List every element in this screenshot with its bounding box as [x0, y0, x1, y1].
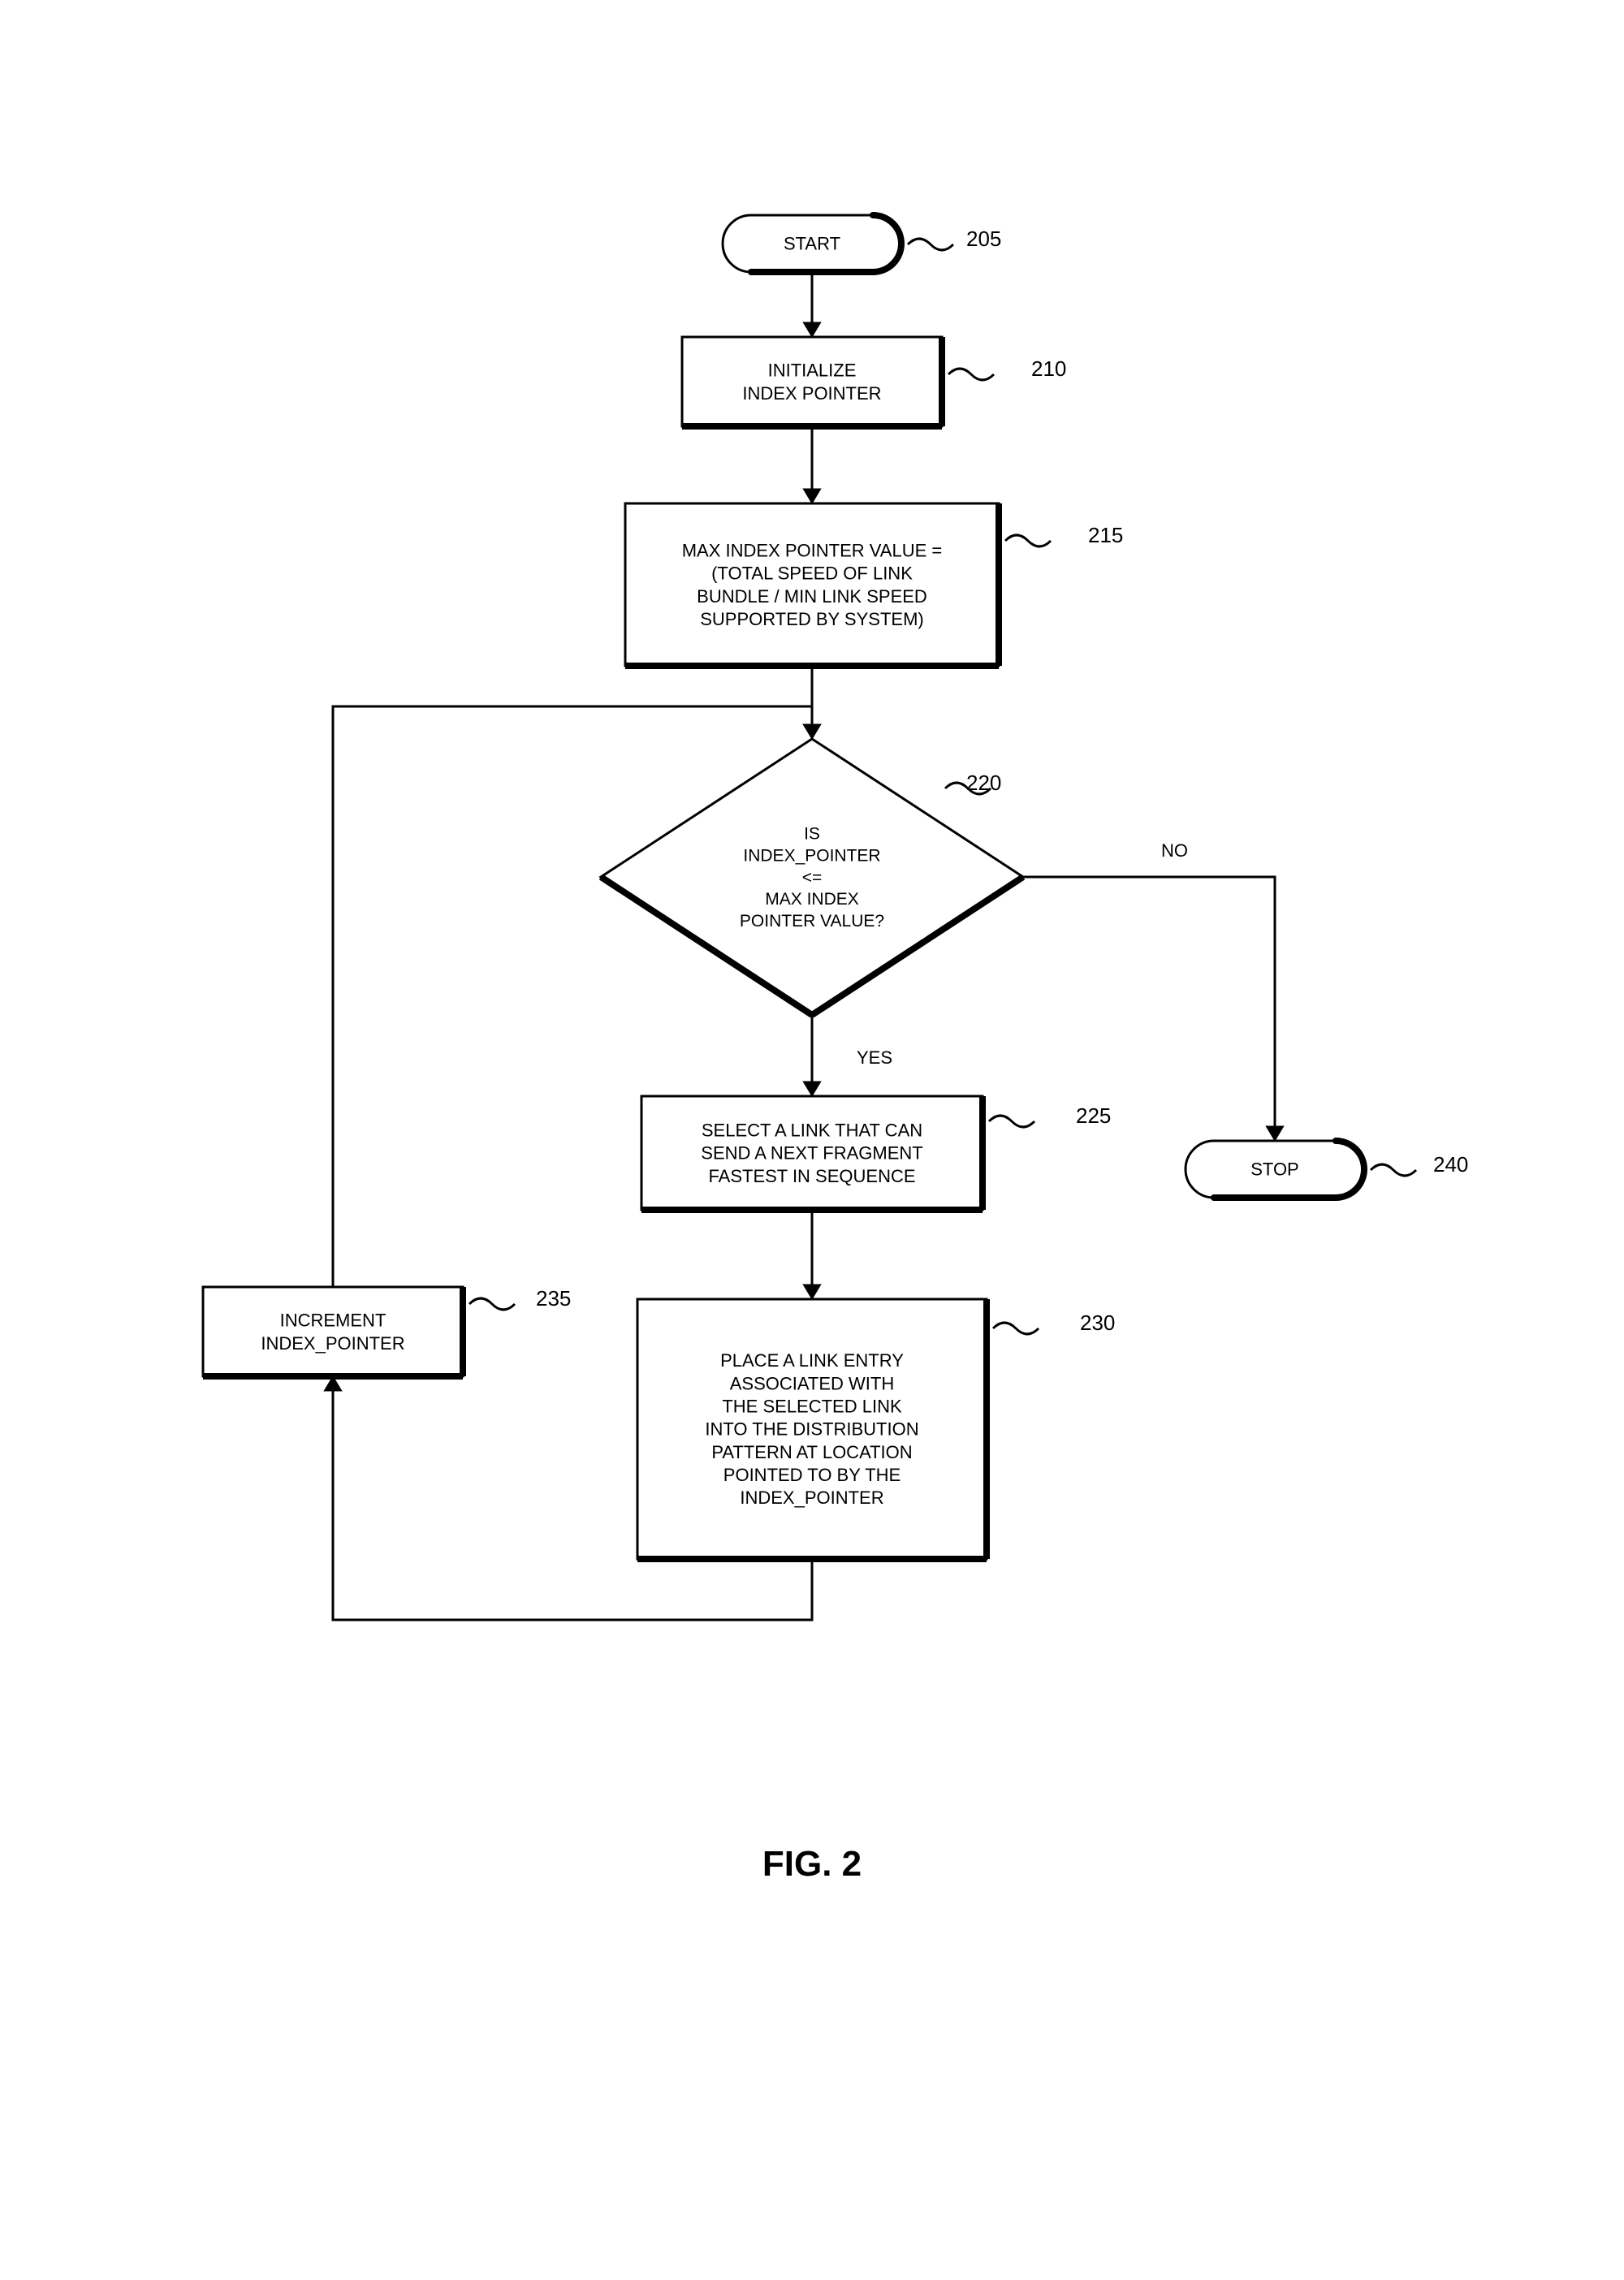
process-shape [625, 503, 999, 666]
node-text: INITIALIZE [768, 361, 857, 381]
ref-number: 235 [536, 1286, 571, 1311]
ref-number: 230 [1080, 1311, 1115, 1335]
ref-leader [1371, 1164, 1416, 1176]
ref-leader [908, 239, 953, 250]
figure-caption: FIG. 2 [762, 1844, 862, 1884]
node-text: INDEX_POINTER [743, 846, 880, 865]
node-text: PATTERN AT LOCATION [711, 1442, 912, 1462]
ref-number: 225 [1076, 1103, 1111, 1128]
node-text: SUPPORTED BY SYSTEM) [700, 609, 923, 629]
node-text: THE SELECTED LINK [722, 1397, 902, 1417]
ref-leader [1005, 535, 1051, 546]
node-text: (TOTAL SPEED OF LINK [711, 564, 913, 584]
node-text: FASTEST IN SEQUENCE [708, 1166, 915, 1186]
edge-label: YES [857, 1047, 892, 1068]
arrow-head [1266, 1126, 1284, 1141]
node-text: IS [804, 825, 820, 844]
node-text: SEND A NEXT FRAGMENT [701, 1143, 922, 1164]
process-shape [203, 1287, 463, 1376]
arrow-head [803, 322, 821, 337]
node-text: PLACE A LINK ENTRY [720, 1350, 904, 1371]
flow-edge [1023, 877, 1275, 1141]
node-text: START [784, 234, 840, 254]
arrow-head [803, 1082, 821, 1096]
arrow-head [803, 724, 821, 739]
node-text: MAX INDEX POINTER VALUE = [682, 540, 943, 560]
process-shape [682, 337, 942, 426]
node-text: INCREMENT [280, 1311, 387, 1331]
ref-number: 210 [1031, 356, 1066, 381]
node-text: ASSOCIATED WITH [730, 1373, 895, 1393]
ref-leader [469, 1298, 515, 1310]
node-text: INTO THE DISTRIBUTION [705, 1419, 918, 1440]
arrow-head [803, 1285, 821, 1299]
node-text: POINTED TO BY THE [723, 1465, 901, 1485]
ref-leader [989, 1116, 1034, 1127]
node-text: SELECT A LINK THAT CAN [702, 1121, 922, 1141]
node-text: MAX INDEX [765, 890, 859, 909]
node-text: BUNDLE / MIN LINK SPEED [697, 586, 927, 607]
node-text: POINTER VALUE? [740, 912, 884, 931]
ref-leader [993, 1323, 1039, 1334]
edge-label: NO [1161, 840, 1188, 861]
node-text: STOP [1250, 1159, 1299, 1180]
node-text: INDEX POINTER [742, 383, 881, 404]
ref-number: 215 [1088, 523, 1123, 547]
ref-number: 240 [1433, 1152, 1468, 1177]
ref-leader [948, 369, 994, 380]
node-text: INDEX_POINTER [261, 1333, 404, 1354]
ref-number: 205 [966, 227, 1001, 251]
node-text: INDEX_POINTER [740, 1488, 883, 1508]
ref-number: 220 [966, 771, 1001, 795]
arrow-head [803, 489, 821, 503]
node-text: <= [802, 868, 823, 887]
flowchart-canvas: YES NO START 205 INITIALIZEINDEX POINTER 210 M… [0, 0, 1624, 2280]
